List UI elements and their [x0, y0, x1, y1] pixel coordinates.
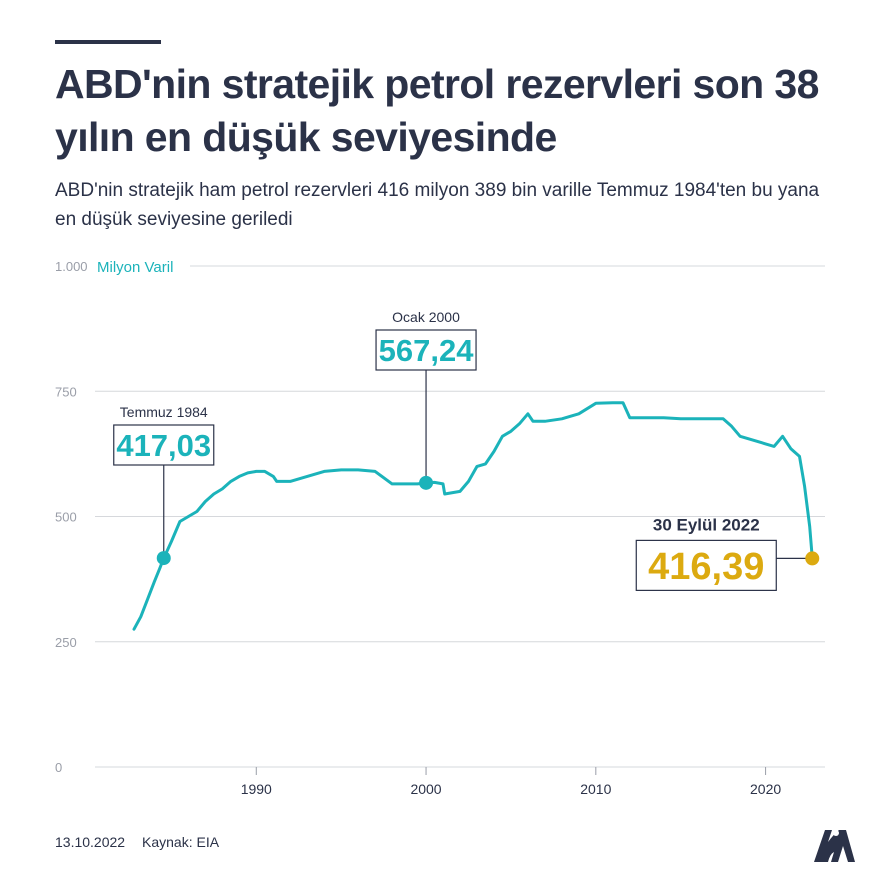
y-tick-label: 0	[55, 760, 62, 775]
annotation-label: Ocak 2000	[392, 309, 460, 325]
source-label: Kaynak: EIA	[142, 834, 220, 850]
annotation-box	[113, 424, 215, 466]
aa-logo-icon	[814, 830, 855, 862]
data-point-marker	[156, 551, 171, 566]
x-tick-label: 2010	[580, 781, 611, 797]
annotation-box	[635, 539, 777, 591]
annotation-value: 417,03	[116, 428, 211, 463]
annotation-label: 30 Eylül 2022	[653, 515, 760, 534]
data-point-marker	[805, 551, 820, 566]
x-tick-label: 1990	[241, 781, 272, 797]
y-axis-label: Milyon Varil	[97, 259, 173, 276]
x-tick-label: 2020	[750, 781, 781, 797]
y-tick-label: 1.000	[55, 259, 88, 274]
series-line	[132, 401, 814, 631]
annotation-label: Temmuz 1984	[120, 404, 208, 420]
annotation-value: 416,39	[648, 546, 764, 588]
top-rule	[55, 40, 161, 44]
page-subtitle: ABD'nin stratejik ham petrol rezervleri …	[55, 180, 820, 230]
data-point-marker	[419, 475, 434, 490]
y-tick-label: 750	[55, 384, 77, 399]
y-tick-label: 250	[55, 635, 77, 650]
x-tick-label: 2000	[410, 781, 441, 797]
page-title: ABD'nin stratejik petrol rezervleri son …	[55, 61, 819, 160]
annotation-value: 567,24	[379, 333, 475, 368]
y-tick-label: 500	[55, 510, 77, 525]
annotation-box	[375, 329, 477, 371]
publish-date: 13.10.2022	[55, 834, 126, 850]
line-chart: 0 250 500 750 1.000 Milyon Varil 1990 2000 2010 2…	[55, 259, 825, 797]
